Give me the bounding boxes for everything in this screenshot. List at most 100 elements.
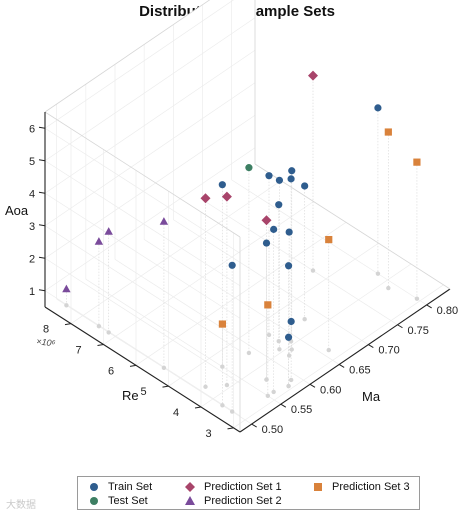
point-shadow — [276, 338, 281, 344]
grid-line — [44, 0, 234, 129]
axis-panes — [45, 0, 450, 432]
data-point — [94, 237, 104, 245]
data-point — [384, 128, 392, 136]
data-point — [275, 201, 283, 209]
x-tick-label: 0.60 — [320, 384, 341, 396]
legend-item-pred2: Prediction Set 2 — [184, 494, 282, 508]
x-tick-label: 0.70 — [378, 345, 399, 357]
z-axis-label: Aoa — [5, 203, 29, 218]
data-point — [285, 228, 293, 236]
grid-line — [44, 192, 241, 319]
y-tick — [129, 364, 137, 367]
grid-line — [44, 290, 241, 417]
x-tick — [280, 403, 287, 408]
legend-item-pred3: Prediction Set 3 — [312, 480, 410, 494]
point-shadow — [289, 347, 294, 352]
z-tick-label: 2 — [29, 253, 35, 265]
grid-line — [233, 284, 444, 429]
data-point — [301, 182, 309, 190]
point-shadow — [302, 317, 307, 322]
y-axis-label: Re — [122, 388, 139, 403]
x-tick — [426, 304, 432, 309]
grid-lines — [44, 0, 444, 429]
y-tick — [97, 344, 104, 346]
point-shadow — [246, 350, 252, 356]
point-shadow — [286, 383, 291, 389]
z-tick — [38, 126, 46, 129]
legend-label: Prediction Set 1 — [204, 481, 282, 493]
point-shadow — [264, 377, 269, 382]
legend-item-test: Test Set — [88, 494, 148, 508]
x-tick-label: 0.65 — [349, 364, 370, 376]
y-tick-label: 5 — [141, 386, 147, 398]
data-point — [221, 191, 232, 202]
data-point — [325, 235, 333, 244]
y-tick-label: 3 — [206, 428, 212, 440]
point-shadows — [64, 268, 420, 414]
point-shadow — [265, 393, 271, 399]
x-tick — [397, 324, 403, 329]
x-axis-line — [239, 288, 451, 433]
point-shadow — [277, 347, 282, 352]
legend-label: Test Set — [108, 495, 148, 507]
z-tick-label: 5 — [29, 156, 35, 168]
watermark: 大数据 — [6, 500, 36, 511]
data-point — [308, 70, 318, 81]
data-point — [287, 317, 295, 326]
y-tick — [194, 406, 202, 409]
circle-marker-icon — [90, 483, 98, 491]
z-tick — [38, 289, 46, 292]
diamond-marker-icon — [185, 482, 195, 492]
triangle-marker-icon — [185, 496, 195, 505]
point-shadow — [288, 377, 294, 383]
grid-line — [44, 127, 241, 254]
grid-line — [44, 82, 256, 227]
point-shadow — [310, 268, 316, 273]
y-tick — [64, 323, 72, 326]
point-shadow — [220, 403, 225, 408]
data-point — [284, 262, 293, 270]
data-point — [200, 193, 211, 204]
data-point — [270, 225, 278, 233]
circle-marker-icon — [90, 497, 98, 505]
point-shadow — [386, 285, 391, 291]
grid-line — [202, 199, 398, 326]
y-axis-multiplier: ×10⁶ — [36, 336, 56, 349]
grid-line — [56, 298, 252, 425]
data-point — [218, 320, 227, 328]
point-shadow — [414, 296, 420, 301]
point-shadow — [326, 347, 331, 353]
point-shadow — [375, 271, 381, 276]
point-shadow — [64, 303, 69, 308]
legend-label: Train Set — [108, 481, 153, 493]
z-tick — [38, 256, 46, 259]
grid-line — [44, 147, 256, 292]
data-point — [275, 176, 284, 184]
y-axis-line — [44, 306, 241, 433]
data-point — [413, 158, 421, 166]
z-tick-label: 6 — [29, 123, 35, 135]
legend-item-train: Train Set — [88, 480, 152, 494]
grid-line — [103, 201, 314, 345]
data-point — [264, 301, 272, 309]
x-axis-label: Ma — [362, 389, 381, 404]
z-tick — [38, 159, 46, 162]
point-stems — [66, 75, 418, 412]
z-tick — [38, 191, 46, 194]
y-tick-label: 8 — [43, 324, 49, 336]
legend: Train Set Test Set Prediction Set 1 Pred… — [77, 476, 420, 510]
z-tick-label: 1 — [29, 286, 35, 298]
x-tick-label: 0.50 — [262, 424, 283, 436]
z-tick — [38, 224, 46, 227]
point-shadow — [266, 332, 272, 338]
grid-line — [114, 259, 311, 385]
grid-line — [143, 239, 340, 365]
data-point — [265, 172, 273, 180]
tick-labels: 0.50 0.55 0.60 0.65 0.70 0.75 0.80 3 4 5 6 7 8 1 2 3 4 5 6 — [29, 123, 458, 440]
y-tick — [162, 385, 169, 388]
data-point — [262, 239, 271, 247]
x-tick-label: 0.75 — [408, 325, 429, 337]
x-tick — [368, 344, 374, 349]
data-point — [104, 227, 113, 235]
